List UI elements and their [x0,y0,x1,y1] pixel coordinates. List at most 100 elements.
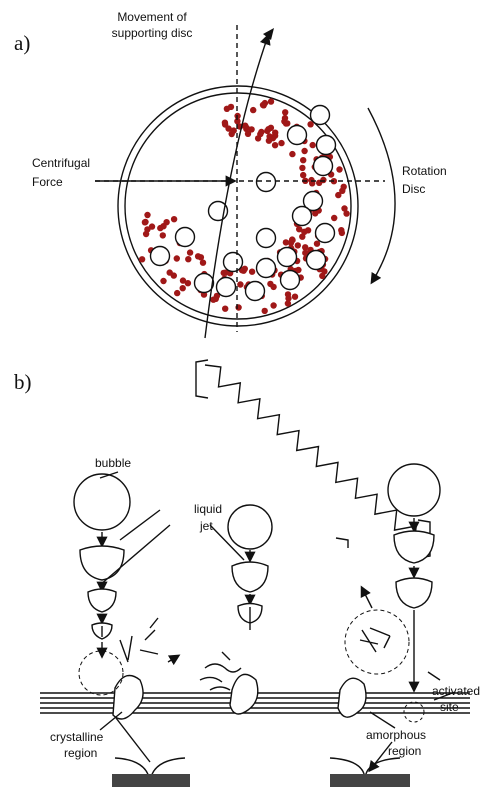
bead [224,253,243,272]
particle [310,142,316,148]
particle [185,280,191,286]
particle [292,294,298,300]
particle [282,109,288,115]
particle [144,226,150,232]
particle [300,172,306,178]
base-block [112,774,190,787]
rotation-label: Disc [402,182,425,196]
arrow-head [263,28,274,40]
particle [160,223,166,229]
base-block [330,774,410,787]
crystalline-label: region [64,746,97,760]
particle [171,216,177,222]
particle [171,272,177,278]
particle [222,121,228,127]
particle [144,212,150,218]
bubble-label: bubble [95,456,131,470]
particle [213,296,219,302]
particle [266,133,272,139]
particle [160,278,166,284]
particle [299,165,305,171]
particle [242,266,248,272]
rotation-label: Rotation [402,164,447,178]
particle [174,290,180,296]
bead [281,271,300,290]
bead [278,248,297,267]
bead [246,282,265,301]
particle [343,210,349,216]
activated-label: site [440,700,459,714]
amorphous-label: region [388,744,421,758]
particle [305,227,311,233]
particle [187,249,193,255]
particle [228,104,234,110]
particle [278,140,284,146]
particle [270,284,276,290]
particle [268,98,274,104]
particle [302,244,308,250]
bead [316,224,335,243]
movement-label: Movement of [117,10,187,24]
particle [336,166,342,172]
bead [307,251,326,270]
panel-label: b) [14,370,32,394]
bead [288,126,307,145]
particle [335,192,341,198]
jet-label: jet [199,519,213,533]
particle [250,107,256,113]
particle [237,281,243,287]
bead [176,228,195,247]
particle [299,234,305,240]
particle [283,239,289,245]
particle [300,157,306,163]
particle [295,242,301,248]
activated-label: activated [432,684,480,698]
particle [195,253,201,259]
particle [160,232,166,238]
rotation-arrow [368,108,395,282]
bead [217,278,236,297]
particle [260,102,266,108]
force-label: Centrifugal [32,156,90,170]
particle [285,300,291,306]
particle [319,273,325,279]
particle [289,151,295,157]
particle [185,256,191,262]
panel-a: a) Movement of supporting disc Centrifug… [14,10,447,338]
figure: a) Movement of supporting disc Centrifug… [0,0,490,787]
bead [257,229,276,248]
particle [338,227,344,233]
particle [221,270,227,276]
particle [142,219,148,225]
bead [314,157,333,176]
particle [258,129,264,135]
particle [272,142,278,148]
particle [301,148,307,154]
particle [270,302,276,308]
bead [293,207,312,226]
particle [283,120,289,126]
particle [222,306,228,312]
particle [314,241,320,247]
movement-label: supporting disc [112,26,193,40]
particle [320,177,326,183]
particle [174,255,180,261]
particle [262,308,268,314]
bead [195,274,214,293]
bead [317,136,336,155]
particle [341,184,347,190]
bead [257,173,276,192]
force-label: Force [32,175,63,189]
particle [245,131,251,137]
particle [249,269,255,275]
particle [180,285,186,291]
bead [311,106,330,125]
particle [289,237,295,243]
bead [257,259,276,278]
crystalline-label: crystalline [50,730,104,744]
particle [139,256,145,262]
particle [229,131,235,137]
bead [151,247,170,266]
panel-b: b) [14,360,480,787]
amorphous-label: amorphous [366,728,426,742]
